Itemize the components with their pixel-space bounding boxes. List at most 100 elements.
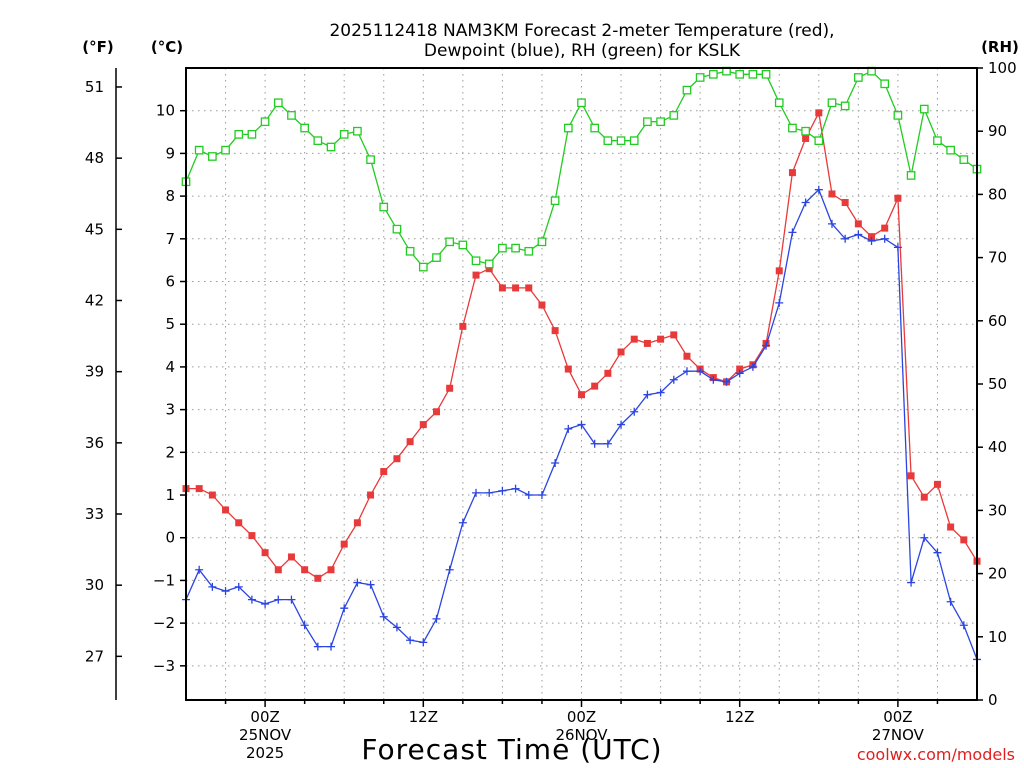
dewpoint-point (327, 642, 336, 651)
chart-title-line2: Dewpoint (blue), RH (green) for KSLK (424, 41, 741, 61)
relative-humidity-point (366, 155, 375, 164)
dewpoint-point (933, 548, 942, 557)
dewpoint-point (234, 582, 243, 591)
celsius-tick-label: −1 (153, 571, 175, 589)
dewpoint-point (946, 597, 955, 606)
temperature-point (301, 566, 309, 574)
fahrenheit-tick-label: 33 (85, 505, 104, 523)
temperature-point (683, 352, 691, 360)
fahrenheit-tick-label: 27 (85, 647, 104, 665)
relative-humidity-point (432, 253, 441, 262)
celsius-tick-label: 10 (156, 102, 175, 120)
rh-tick-label: 20 (988, 565, 1007, 583)
dewpoint-point (537, 491, 546, 500)
relative-humidity-point (590, 123, 600, 133)
relative-humidity-point (643, 117, 652, 127)
temperature-point (604, 369, 612, 377)
x-tick-label: 00Z (883, 708, 912, 726)
dewpoint-point (959, 621, 968, 630)
rh-tick-label: 60 (988, 312, 1007, 330)
dewpoint-series (182, 185, 981, 664)
dewpoint-point (801, 198, 810, 207)
grid-lines (186, 68, 977, 700)
relative-humidity-point (761, 69, 771, 79)
relative-humidity-point (814, 136, 824, 146)
relative-humidity-point (656, 117, 665, 127)
temperature-point (432, 408, 440, 416)
dewpoint-point (907, 578, 916, 587)
rh-tick-label: 100 (988, 59, 1017, 77)
temperature-point (670, 331, 678, 339)
dewpoint-point (827, 219, 836, 228)
rh-tick-label: 90 (988, 122, 1007, 140)
dewpoint-point (748, 362, 757, 371)
temperature-point (907, 472, 915, 480)
temperature-point (894, 194, 902, 202)
relative-humidity-point (484, 259, 494, 269)
temperature-series (182, 109, 981, 582)
dewpoint-point (709, 375, 718, 384)
rh-tick-label: 50 (988, 375, 1007, 393)
dewpoint-point (419, 638, 428, 647)
temperature-point (472, 271, 480, 279)
temperature-point (538, 301, 546, 309)
temperature-point (736, 365, 744, 373)
temperature-point (353, 519, 361, 527)
relative-humidity-point (273, 98, 283, 108)
relative-humidity-point (906, 171, 916, 180)
dewpoint-point (195, 565, 204, 574)
temperature-point (881, 224, 889, 232)
dewpoint-point (880, 234, 889, 243)
dewpoint-point (392, 623, 401, 632)
dewpoint-point (221, 587, 230, 596)
celsius-tick-label: 9 (165, 144, 175, 162)
dewpoint-point (814, 185, 823, 194)
chart-title-line1: 2025112418 NAM3KM Forecast 2-meter Tempe… (329, 21, 834, 41)
temperature-point (287, 553, 295, 561)
temperature-point (380, 468, 388, 476)
relative-humidity-point (708, 69, 718, 79)
relative-humidity-point (458, 240, 468, 250)
relative-humidity-point (603, 136, 613, 146)
axes: −3−2−10123456789102730333639424548510102… (85, 59, 1017, 762)
celsius-unit-label: (°C) (151, 38, 183, 56)
relative-humidity-point (445, 237, 455, 247)
x-tick-label: 25NOV (239, 726, 292, 744)
temperature-point (591, 382, 599, 390)
relative-humidity-series (181, 66, 982, 272)
relative-humidity-point (234, 130, 244, 139)
temperature-point (498, 284, 506, 292)
fahrenheit-tick-label: 45 (85, 220, 104, 238)
relative-humidity-point (326, 142, 336, 152)
dewpoint-point (656, 388, 665, 397)
celsius-tick-label: −2 (153, 614, 175, 632)
dewpoint-point (472, 488, 481, 497)
temperature-point (367, 491, 375, 499)
dewpoint-point (630, 407, 639, 416)
temperature-point (802, 134, 810, 142)
x-tick-label: 12Z (725, 708, 754, 726)
relative-humidity-point (287, 111, 296, 120)
relative-humidity-point (959, 155, 969, 164)
relative-humidity-point (577, 98, 586, 108)
relative-humidity-point (221, 145, 230, 155)
dewpoint-point (643, 390, 652, 399)
dewpoint-point (775, 298, 784, 307)
temperature-point (512, 284, 520, 292)
relative-humidity-point (774, 98, 784, 108)
temperature-point (841, 199, 849, 207)
relative-humidity-point (379, 202, 389, 212)
relative-humidity-point (827, 98, 837, 108)
fahrenheit-tick-label: 39 (85, 363, 104, 381)
fahrenheit-tick-label: 36 (85, 434, 104, 452)
dewpoint-point (458, 518, 467, 527)
dewpoint-point (920, 533, 929, 542)
dewpoint-point (722, 377, 731, 386)
dewpoint-point (274, 595, 283, 604)
relative-humidity-point (392, 224, 402, 234)
temperature-point (551, 327, 559, 335)
relative-humidity-point (563, 123, 573, 133)
temperature-point (617, 348, 625, 356)
relative-humidity-point (893, 111, 903, 120)
